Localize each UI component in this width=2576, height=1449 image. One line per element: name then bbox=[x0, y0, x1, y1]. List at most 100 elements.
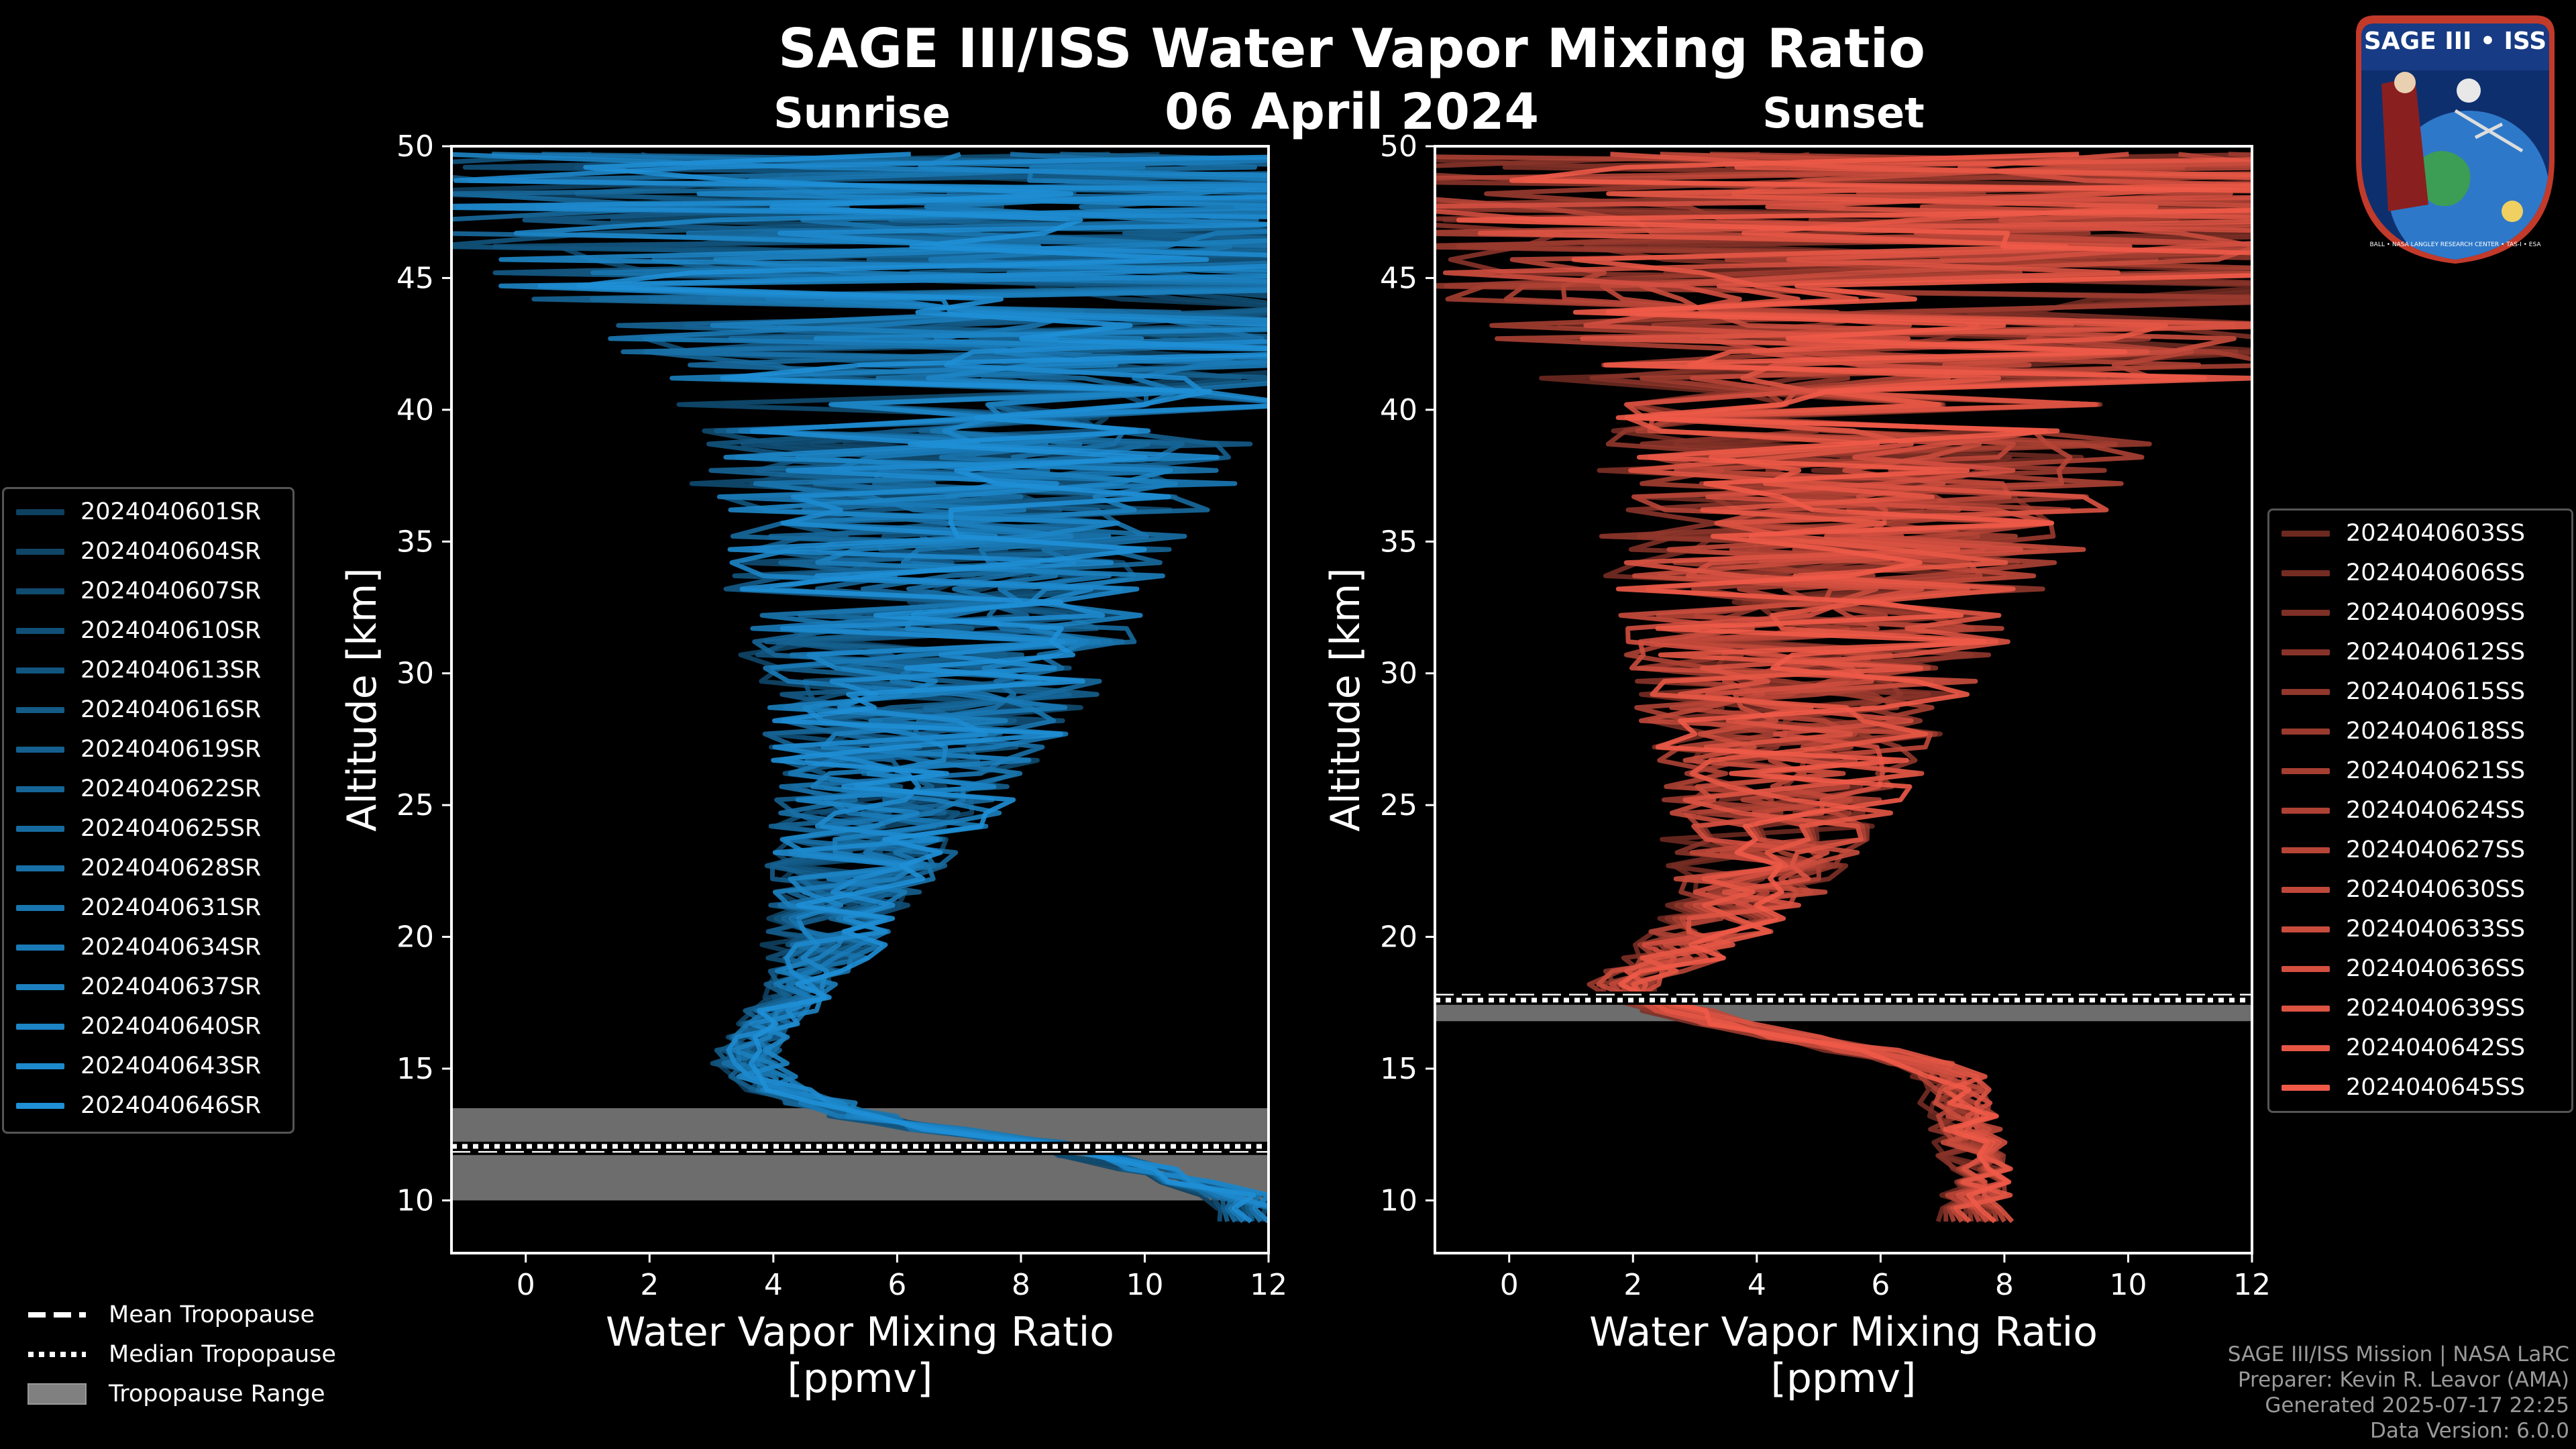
sunrise-x-tick-label: 8 bbox=[1012, 1268, 1030, 1302]
sunset-legend-swatch bbox=[2282, 767, 2330, 774]
sunrise-x-tick-label: 10 bbox=[1126, 1268, 1163, 1302]
sunset-panel: Sunset 0 2 4 6 8 10 12 10 15 20 25 30 35 40 45 50 Water… bbox=[1322, 89, 2271, 1402]
sunrise-legend-swatch bbox=[16, 1102, 64, 1109]
sunset-legend-swatch bbox=[2282, 807, 2330, 814]
sunset-legend-entry: 2024040642SS bbox=[2282, 1034, 2525, 1061]
sunrise-legend-label: 2024040604SR bbox=[80, 538, 262, 565]
sunset-legend-label: 2024040624SS bbox=[2346, 797, 2526, 824]
sunset-legend-swatch bbox=[2282, 886, 2330, 893]
sunset-y-tick-label: 10 bbox=[1380, 1183, 1417, 1218]
tropopause-range-label: Tropopause Range bbox=[109, 1381, 325, 1407]
logo-ring-text: BALL • NASA LANGLEY RESEARCH CENTER • TA… bbox=[2369, 241, 2541, 248]
sunset-legend-entry: 2024040618SS bbox=[2282, 718, 2525, 745]
sunset-y-tick-label: 45 bbox=[1380, 261, 1417, 295]
footer-preparer: Preparer: Kevin R. Leavor (AMA) bbox=[2237, 1368, 2569, 1392]
sunset-x-tick-label: 2 bbox=[1623, 1268, 1642, 1302]
sunrise-legend-swatch bbox=[16, 508, 64, 515]
dotted-line-icon bbox=[28, 1352, 86, 1357]
sunset-legend-label: 2024040618SS bbox=[2346, 718, 2526, 745]
sunrise-y-tick-label: 40 bbox=[396, 393, 434, 427]
sunrise-x-tick-label: 2 bbox=[640, 1268, 659, 1302]
sunset-legend-label: 2024040645SS bbox=[2346, 1074, 2526, 1101]
sunrise-legend-label: 2024040628SR bbox=[80, 855, 262, 881]
sunset-legend-entry: 2024040627SS bbox=[2282, 837, 2525, 863]
sunset-legend-label: 2024040639SS bbox=[2346, 995, 2526, 1022]
sunrise-y-tick-label: 45 bbox=[396, 261, 434, 295]
dashed-line-icon bbox=[28, 1312, 86, 1318]
sunset-legend-label: 2024040642SS bbox=[2346, 1034, 2526, 1061]
sunrise-legend-entry: 2024040637SR bbox=[16, 973, 261, 1000]
footer-credits: SAGE III/ISS Mission | NASA LaRC Prepare… bbox=[2228, 1342, 2569, 1444]
sunset-legend-swatch bbox=[2282, 847, 2330, 853]
sunrise-legend-label: 2024040625SR bbox=[80, 815, 262, 842]
sunset-y-tick-label: 20 bbox=[1380, 920, 1417, 955]
sunrise-series-line bbox=[451, 154, 1269, 1209]
sunrise-legend-label: 2024040607SR bbox=[80, 578, 262, 604]
sunset-series-group bbox=[1435, 152, 2252, 1224]
sunrise-legend-entry: 2024040646SR bbox=[16, 1092, 261, 1119]
sunset-legend-swatch bbox=[2282, 609, 2330, 616]
sunset-legend-entry: 2024040624SS bbox=[2282, 797, 2525, 824]
sunset-y-tick-label: 35 bbox=[1380, 525, 1417, 559]
sunrise-legend-label: 2024040601SR bbox=[80, 498, 262, 525]
sunset-legend-entry: 2024040630SS bbox=[2282, 876, 2525, 903]
sunset-x-tick-label: 0 bbox=[1500, 1268, 1519, 1302]
sunrise-panel-title: Sunrise bbox=[773, 89, 951, 138]
median-tropopause-label: Median Tropopause bbox=[109, 1341, 336, 1368]
sunrise-legend-label: 2024040622SR bbox=[80, 775, 262, 802]
logo-title: SAGE III • ISS bbox=[2364, 28, 2546, 55]
range-swatch-icon bbox=[28, 1383, 87, 1405]
sunset-y-tick-label: 15 bbox=[1380, 1052, 1417, 1086]
sunrise-legend-entry: 2024040619SR bbox=[16, 736, 261, 763]
sunrise-legend-entry: 2024040634SR bbox=[16, 934, 261, 961]
sunset-x-tick-label: 6 bbox=[1871, 1268, 1890, 1302]
legend-median-tropopause: Median Tropopause bbox=[27, 1341, 336, 1368]
sunset-panel-title: Sunset bbox=[1762, 89, 1925, 138]
sunrise-x-tick-label: 0 bbox=[517, 1268, 535, 1302]
sunset-series-line bbox=[1456, 152, 2252, 1224]
sunrise-legend-swatch bbox=[16, 746, 64, 753]
sunset-legend-label: 2024040621SS bbox=[2346, 757, 2526, 784]
sunset-legend-swatch bbox=[2282, 649, 2330, 655]
sunset-legend-label: 2024040615SS bbox=[2346, 678, 2526, 705]
sunset-legend-label: 2024040627SS bbox=[2346, 837, 2526, 863]
sunset-legend-entry: 2024040645SS bbox=[2282, 1074, 2525, 1101]
sunset-y-tick-label: 50 bbox=[1380, 129, 1417, 164]
sunrise-legend-swatch bbox=[16, 548, 64, 555]
sunrise-legend-label: 2024040637SR bbox=[80, 973, 262, 1000]
sunset-legend-swatch bbox=[2282, 570, 2330, 576]
footer-generated: Generated 2025-07-17 22:25 bbox=[2265, 1393, 2569, 1417]
sunrise-y-tick-label: 15 bbox=[396, 1052, 434, 1086]
sunset-legend-entry: 2024040633SS bbox=[2282, 916, 2525, 943]
sunrise-legend-entry: 2024040607SR bbox=[16, 578, 261, 604]
sunrise-legend-label: 2024040616SR bbox=[80, 696, 262, 723]
sunset-y-tick-label: 30 bbox=[1380, 657, 1417, 691]
sunrise-legend-label: 2024040631SR bbox=[80, 894, 262, 921]
footer-data-version: Data Version: 6.0.0 bbox=[2369, 1419, 2569, 1443]
sunset-x-axis-label-line2: [ppmv] bbox=[1771, 1355, 1917, 1402]
sunrise-series-group bbox=[451, 152, 1269, 1224]
sunset-legend-swatch bbox=[2282, 728, 2330, 735]
sunset-x-tick-label: 12 bbox=[2233, 1268, 2271, 1302]
sunrise-legend-entry: 2024040640SR bbox=[16, 1013, 261, 1040]
sage-iii-iss-mission-logo: SAGE III • ISS BALL • NASA LANGLEY RESEA… bbox=[2356, 15, 2555, 264]
sunset-y-axis-label: Altitude [km] bbox=[1322, 568, 1369, 832]
sunrise-series-line bbox=[576, 152, 1269, 1224]
sunrise-legend-label: 2024040643SR bbox=[80, 1053, 262, 1079]
sunrise-legend-swatch bbox=[16, 904, 64, 911]
sunrise-legend-swatch bbox=[16, 1023, 64, 1030]
legend-tropopause-range: Tropopause Range bbox=[27, 1381, 325, 1407]
mean-tropopause-label: Mean Tropopause bbox=[109, 1301, 315, 1328]
sunset-legend-label: 2024040612SS bbox=[2346, 639, 2526, 665]
sunrise-y-tick-label: 50 bbox=[396, 129, 434, 164]
sunset-legend-swatch bbox=[2282, 1044, 2330, 1051]
sunrise-legend-label: 2024040610SR bbox=[80, 617, 262, 644]
figure-title: SAGE III/ISS Water Vapor Mixing Ratio bbox=[778, 17, 1925, 80]
sunrise-legend-entry: 2024040643SR bbox=[16, 1053, 261, 1079]
sunrise-x-tick-label: 6 bbox=[888, 1268, 906, 1302]
sunrise-legend-entry: 2024040616SR bbox=[16, 696, 261, 723]
sunrise-x-tick-label: 4 bbox=[764, 1268, 783, 1302]
sunrise-x-axis-label-line2: [ppmv] bbox=[788, 1355, 933, 1402]
sunrise-y-tick-label: 10 bbox=[396, 1183, 434, 1218]
